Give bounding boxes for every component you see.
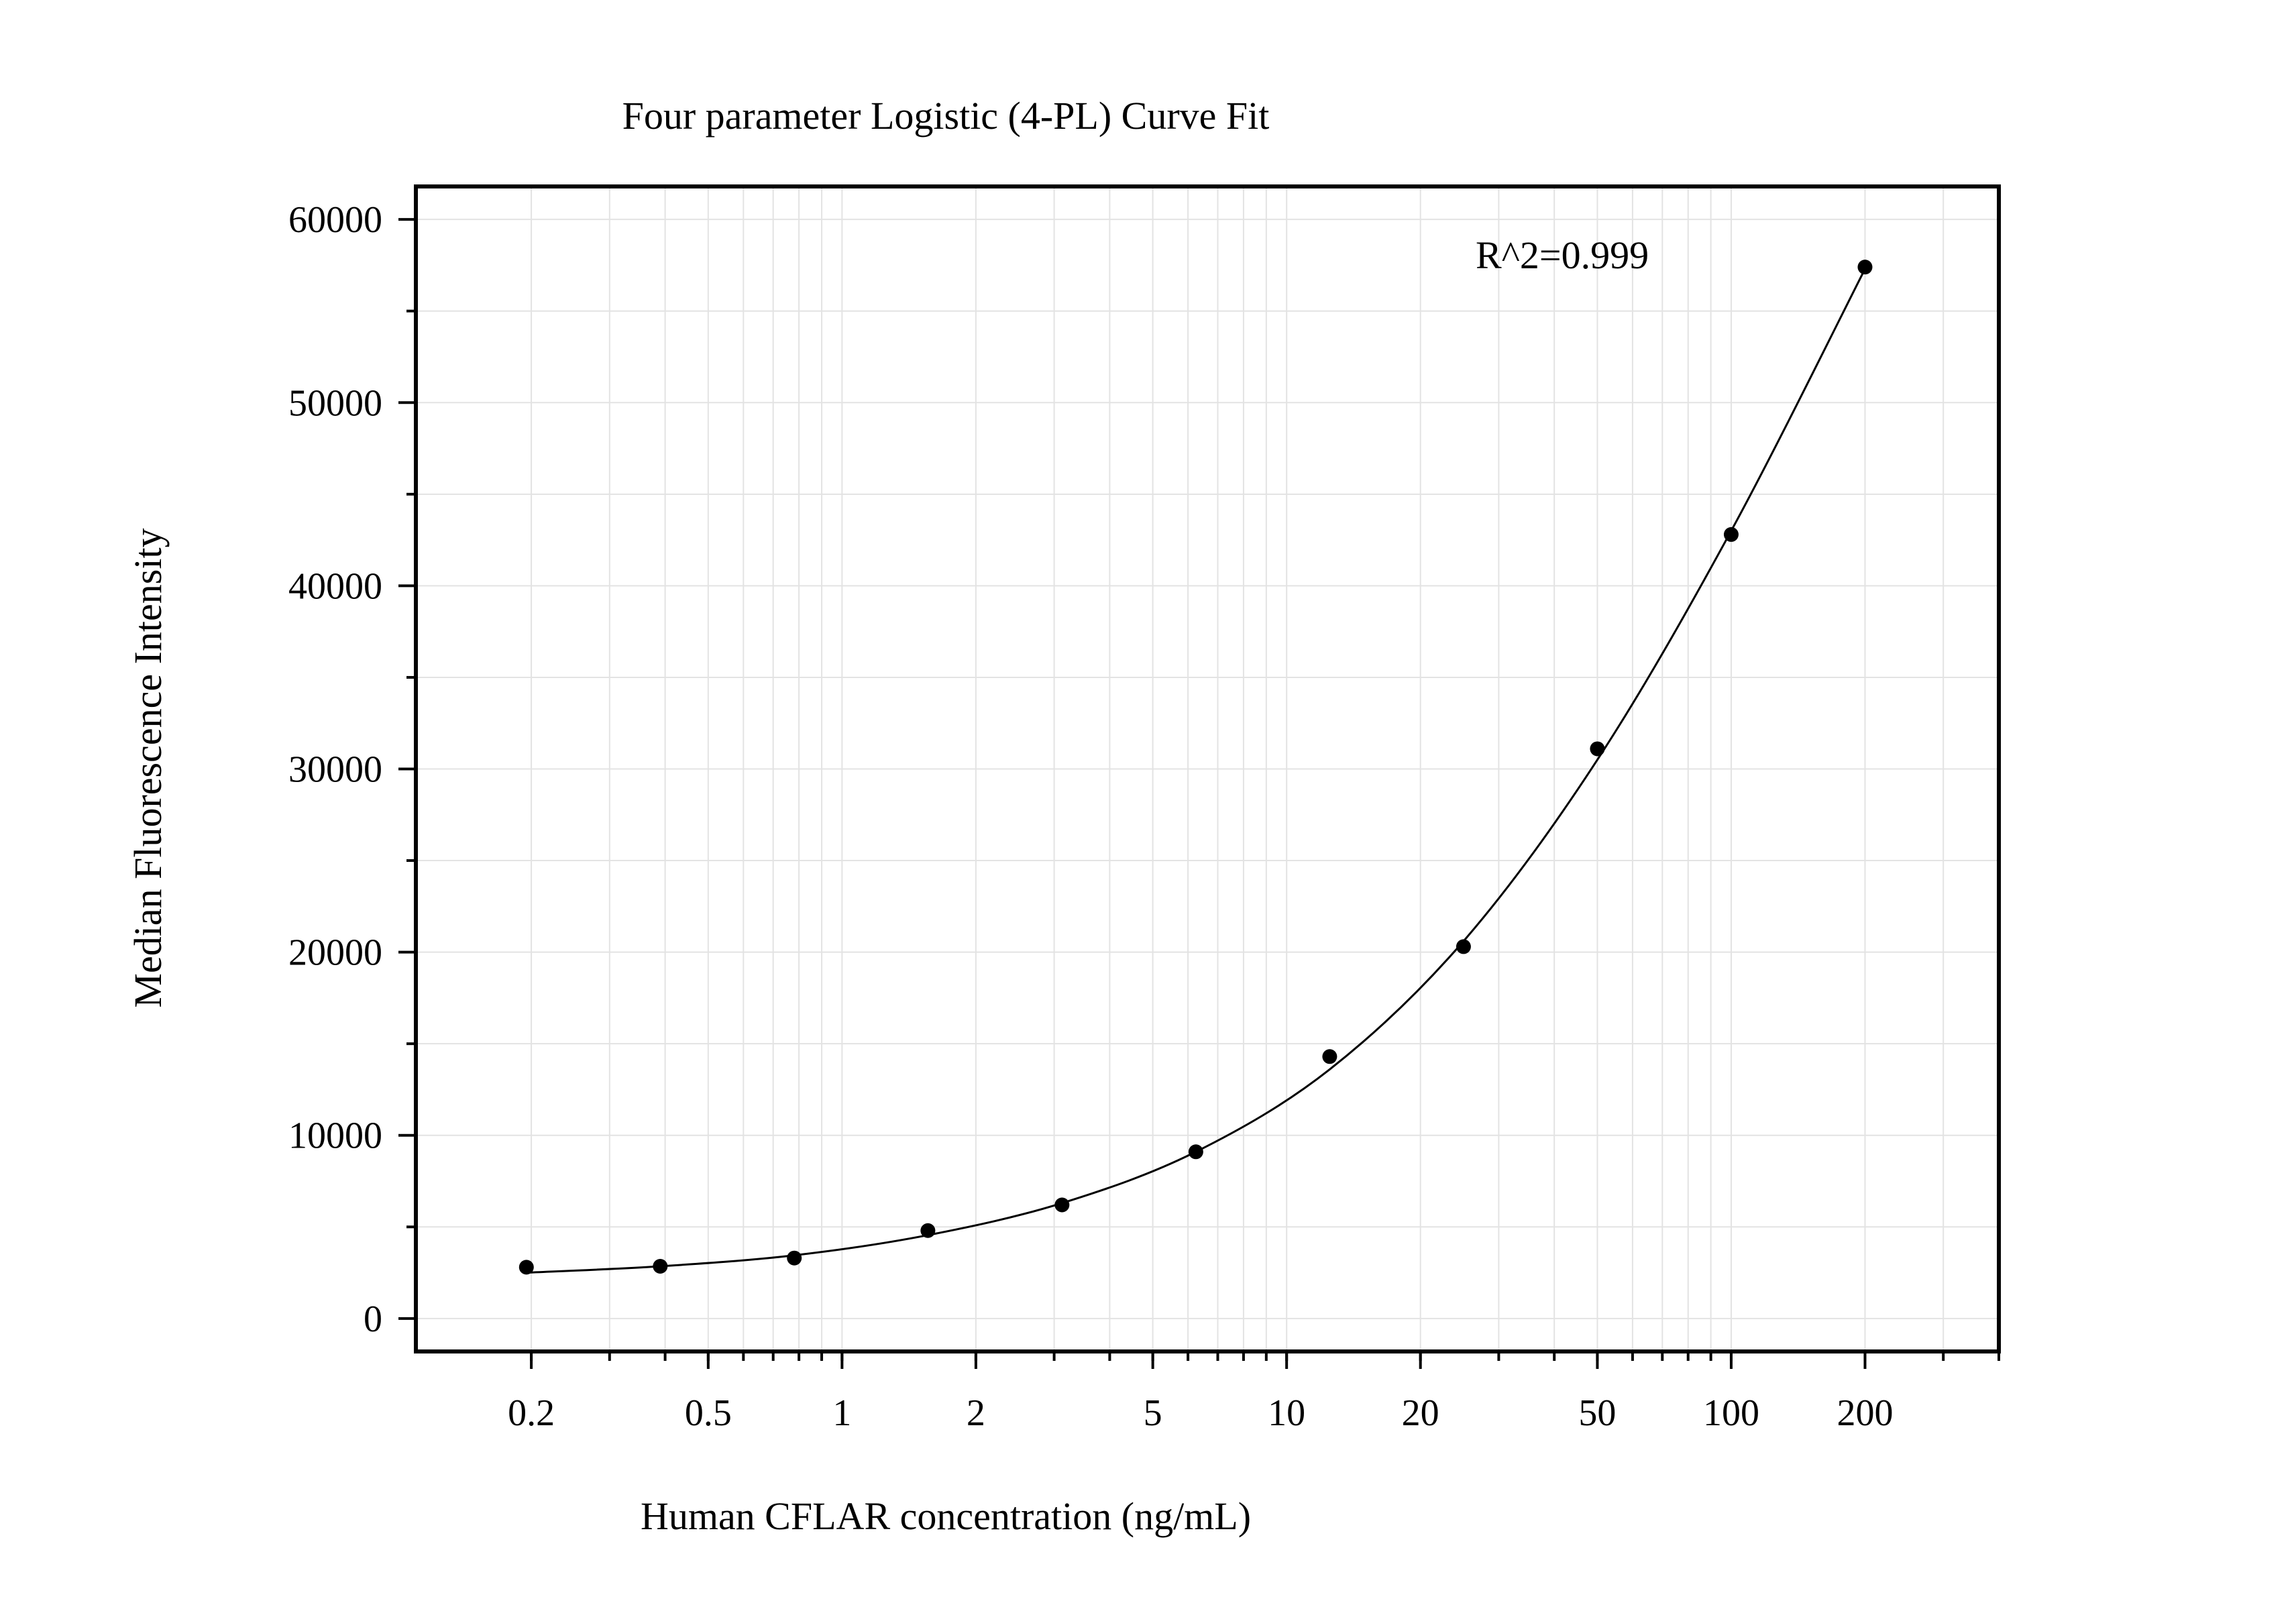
data-point (653, 1259, 668, 1274)
x-tick-label: 5 (1144, 1392, 1162, 1434)
x-tick-label: 1 (832, 1392, 851, 1434)
y-tick-label: 10000 (288, 1115, 382, 1157)
x-tick-label: 100 (1703, 1392, 1759, 1434)
y-tick-label: 20000 (288, 932, 382, 974)
data-point (1456, 939, 1471, 954)
data-point (1188, 1144, 1203, 1160)
data-point (1054, 1197, 1070, 1213)
data-points-layer (518, 260, 1873, 1275)
chart-title: Four parameter Logistic (4-PL) Curve Fit (622, 94, 1270, 137)
fit-curve-layer (526, 268, 1866, 1274)
y-axis-label: Median Fluorescence Intensity (126, 528, 170, 1007)
data-point (1590, 741, 1605, 757)
x-tick-label: 0.2 (508, 1392, 555, 1434)
x-tick-label: 20 (1402, 1392, 1439, 1434)
x-tick-label: 2 (967, 1392, 985, 1434)
x-axis-label: Human CFLAR concentration (ng/mL) (641, 1494, 1251, 1538)
y-tick-label: 60000 (288, 199, 382, 241)
x-tick-label: 50 (1578, 1392, 1616, 1434)
data-point (787, 1250, 802, 1266)
x-tick-label: 200 (1837, 1392, 1893, 1434)
x-tick-label: 0.5 (685, 1392, 732, 1434)
y-tick-label: 0 (364, 1298, 382, 1340)
tick-labels: 0.2 0.5 1 2 5 10 20 50 100 200 0 10000 20000 30000 400… (288, 199, 1893, 1434)
grid (416, 186, 2000, 1351)
axis-ticks (398, 218, 2000, 1369)
data-point (920, 1223, 936, 1238)
y-tick-label: 40000 (288, 565, 382, 607)
x-tick-label: 10 (1268, 1392, 1305, 1434)
data-point (1857, 260, 1873, 275)
y-tick-label: 30000 (288, 749, 382, 791)
r-squared-annotation: R^2=0.999 (1476, 233, 1649, 277)
data-point (1322, 1049, 1337, 1064)
fit-curve (526, 268, 1866, 1274)
y-tick-label: 50000 (288, 382, 382, 424)
data-point (518, 1260, 534, 1275)
data-point (1723, 527, 1739, 542)
